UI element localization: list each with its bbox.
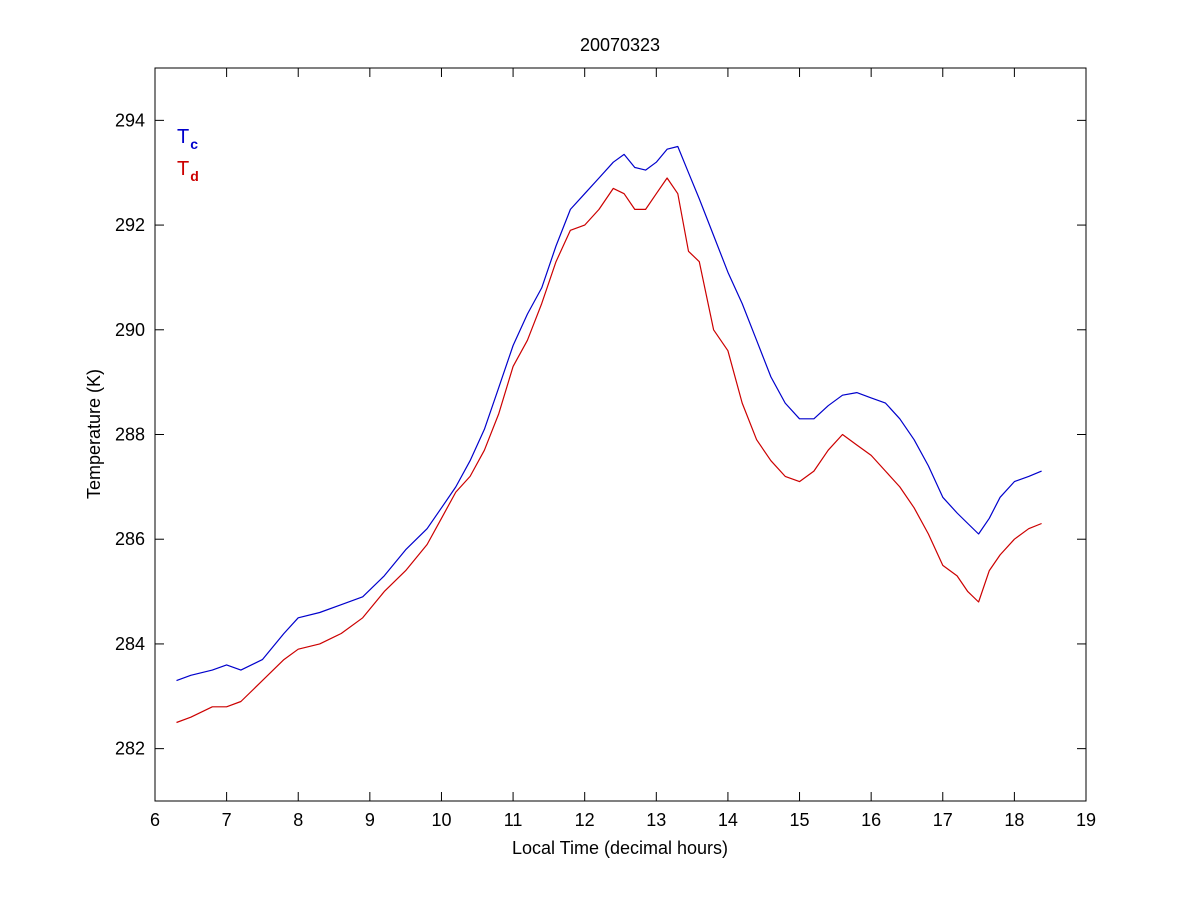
y-axis-title: Temperature (K) — [84, 369, 104, 499]
plot-area — [154, 67, 1087, 802]
x-tick-label: 9 — [365, 810, 375, 830]
axis-ticks: 6 7 8 9 10 11 12 13 14 15 16 17 18 19 282 284 286 288 290 2… — [115, 68, 1096, 830]
x-tick-label: 18 — [1004, 810, 1024, 830]
x-tick-label: 8 — [293, 810, 303, 830]
x-tick-label: 19 — [1076, 810, 1096, 830]
legend-entry-td: Td — [177, 158, 199, 184]
x-tick-label: 11 — [504, 810, 523, 830]
legend-entry-tc: Tc — [177, 126, 198, 152]
x-tick-label: 7 — [222, 810, 232, 830]
y-tick-label: 292 — [115, 215, 145, 235]
x-tick-label: 10 — [431, 810, 451, 830]
chart-title: 20070323 — [580, 35, 660, 55]
x-tick-label: 16 — [861, 810, 881, 830]
y-tick-label: 290 — [115, 320, 145, 340]
y-tick-label: 288 — [115, 425, 145, 445]
y-tick-label: 282 — [115, 739, 145, 759]
y-tick-label: 284 — [115, 634, 145, 654]
legend: Tc Td — [177, 126, 199, 184]
x-tick-label: 14 — [718, 810, 738, 830]
x-tick-label: 13 — [646, 810, 666, 830]
series-layer — [176, 145, 1042, 724]
x-tick-label: 15 — [790, 810, 810, 830]
series-line-td — [176, 177, 1042, 724]
series-line-tc — [176, 145, 1042, 682]
y-tick-label: 286 — [115, 529, 145, 549]
x-axis-title: Local Time (decimal hours) — [512, 838, 728, 858]
x-tick-label: 12 — [575, 810, 595, 830]
x-tick-label: 6 — [150, 810, 160, 830]
x-tick-label: 17 — [933, 810, 953, 830]
y-tick-label: 294 — [115, 110, 145, 130]
